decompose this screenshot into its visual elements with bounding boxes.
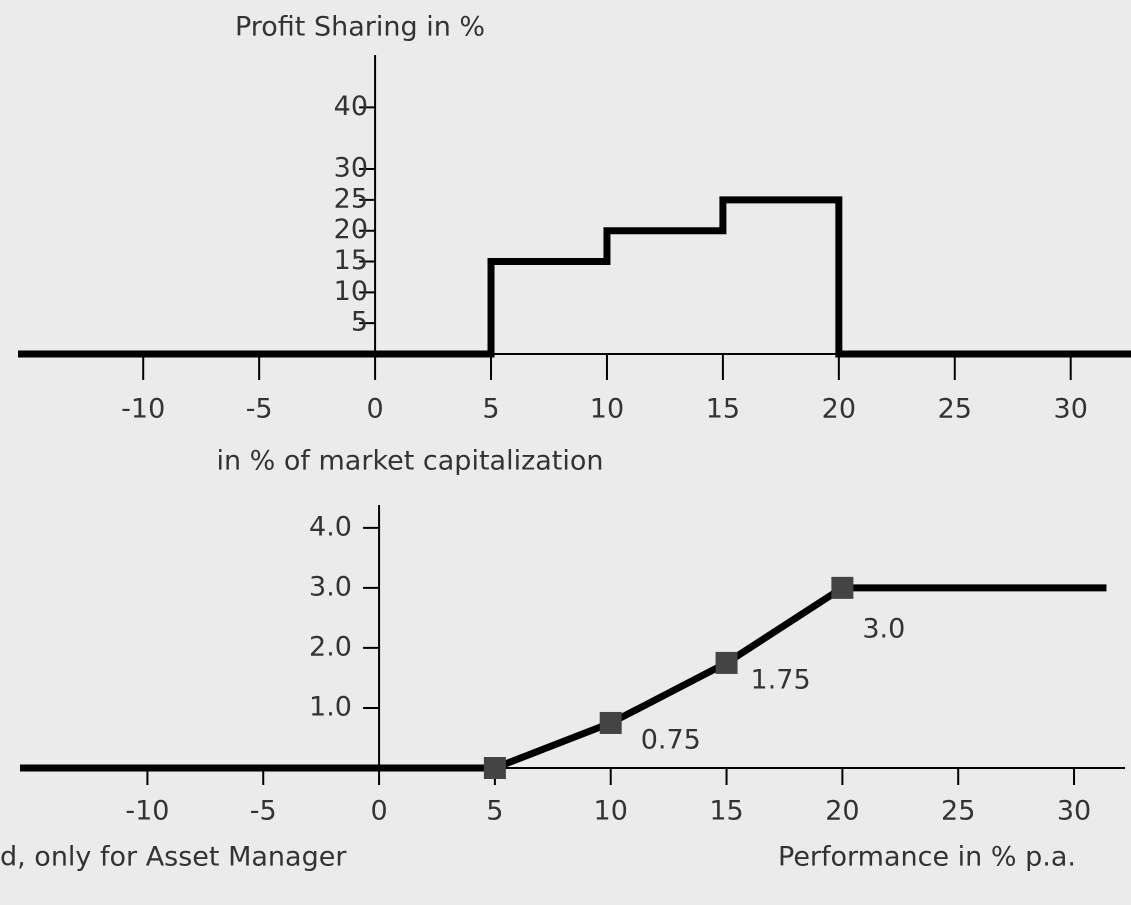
footnote: d, only for Asset Manager <box>0 842 347 873</box>
x-tick-label: 0 <box>366 394 383 425</box>
marker <box>483 757 506 779</box>
y-tick-label: 25 <box>334 183 368 214</box>
y-tick-label: 30 <box>334 153 368 184</box>
x-tick-label: -10 <box>121 394 165 425</box>
y-tick-label: 3.0 <box>309 571 352 602</box>
marker <box>831 576 854 599</box>
y-tick-label: 10 <box>334 276 368 307</box>
x-tick-label: 20 <box>825 796 859 827</box>
x-tick-label: 25 <box>941 796 975 827</box>
data-label: 3.0 <box>862 613 905 644</box>
x-axis-label: Performance in % p.a. <box>778 842 1076 873</box>
x-tick-label: 0 <box>370 796 387 827</box>
y-tick-label: 15 <box>334 245 368 276</box>
x-tick-label: 5 <box>486 796 503 827</box>
y-tick-label: 4.0 <box>309 511 352 542</box>
x-tick-label: -5 <box>246 394 273 425</box>
x-tick-label: -10 <box>125 796 169 827</box>
data-label: 1.75 <box>751 664 811 695</box>
marker <box>599 711 622 734</box>
x-axis-label: in % of market capitalization <box>216 446 603 477</box>
y-tick-label: 20 <box>334 214 368 245</box>
x-tick-label: -5 <box>250 796 277 827</box>
x-tick-label: 15 <box>706 394 740 425</box>
x-tick-label: 10 <box>594 796 628 827</box>
x-tick-label: 5 <box>482 394 499 425</box>
y-tick-label: 2.0 <box>309 631 352 662</box>
data-line <box>20 584 1107 772</box>
x-tick-label: 30 <box>1054 394 1088 425</box>
x-tick-label: 15 <box>709 796 743 827</box>
x-tick-label: 20 <box>822 394 856 425</box>
data-line <box>18 196 1131 358</box>
chart-title: Profit Sharing in % <box>235 12 485 43</box>
y-tick-label: 1.0 <box>309 691 352 722</box>
marker <box>715 651 738 674</box>
data-label: 0.75 <box>641 724 701 755</box>
x-tick-label: 10 <box>590 394 624 425</box>
x-tick-label: 25 <box>938 394 972 425</box>
y-tick-label: 5 <box>351 307 368 338</box>
x-tick-label: 30 <box>1057 796 1091 827</box>
y-tick-label: 40 <box>334 91 368 122</box>
